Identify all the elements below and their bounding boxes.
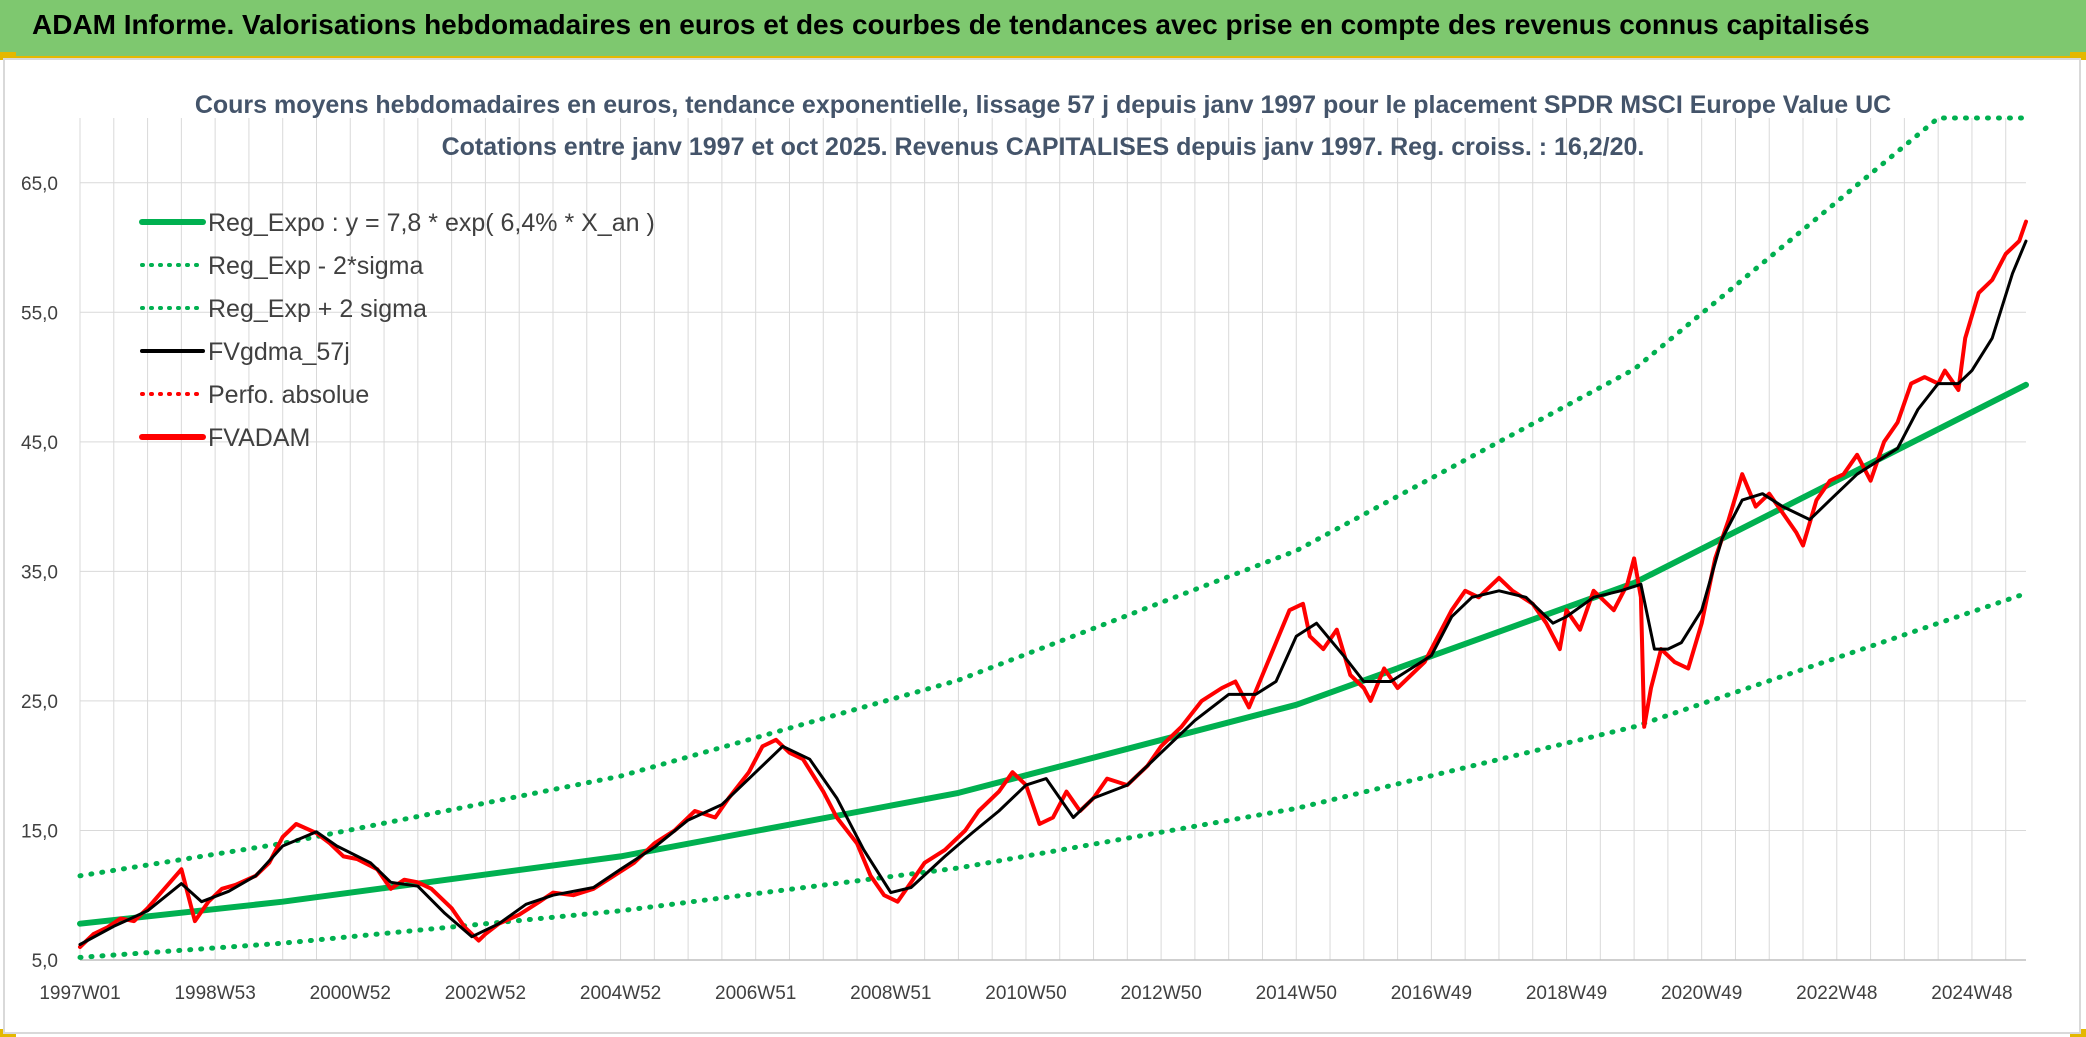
y-tick-label: 35,0: [21, 562, 58, 583]
y-axis: 5,0 15,0 25,0 35,0 45,0 55,0 65,0: [21, 174, 58, 972]
x-tick-label: 2004W52: [580, 983, 661, 1004]
y-tick-label: 25,0: [21, 692, 58, 713]
series-line-3: [78, 239, 2028, 946]
y-tick-label: 65,0: [21, 174, 58, 195]
corner-marker-left: [0, 52, 16, 60]
x-tick-label: 2014W50: [1256, 983, 1337, 1004]
x-tick-label: 2024W48: [1931, 983, 2012, 1004]
report-title: ADAM Informe. Valorisations hebdomadaire…: [32, 9, 1870, 40]
x-tick-label: 1998W53: [174, 983, 255, 1004]
x-tick-label: 2018W49: [1526, 983, 1607, 1004]
series-line-1: [77, 590, 2029, 960]
chart-frame: [3, 58, 2081, 1034]
y-tick-label: 15,0: [21, 821, 58, 842]
legend: Reg_Expo : y = 7,8 * exp( 6,4% * X_an ) R…: [139, 209, 655, 452]
x-axis: 1997W01 1998W53 2000W52 2002W52 2004W52 2006W…: [39, 983, 2012, 1004]
x-tick-label: 2008W51: [850, 983, 931, 1004]
chart-subtitle: Cotations entre janv 1997 et oct 2025. R…: [442, 133, 1645, 161]
y-tick-label: 45,0: [21, 433, 58, 454]
legend-label: Reg_Expo : y = 7,8 * exp( 6,4% * X_an ): [208, 209, 655, 237]
x-tick-label: 2012W50: [1120, 983, 1201, 1004]
x-tick-label: 2022W48: [1796, 983, 1877, 1004]
corner-marker-right: [2070, 52, 2086, 60]
chart-title: Cours moyens hebdomadaires en euros, ten…: [195, 91, 1891, 119]
y-tick-label: 5,0: [32, 951, 58, 972]
legend-label: FVgdma_57j: [208, 338, 350, 366]
series-line-0: [77, 381, 2029, 927]
legend-label: Reg_Exp + 2 sigma: [208, 295, 427, 323]
x-tick-label: 2002W52: [445, 983, 526, 1004]
x-tick-label: 2016W49: [1391, 983, 1472, 1004]
x-tick-label: 2000W52: [310, 983, 391, 1004]
chart-series: [77, 115, 2029, 960]
chart-grid: [79, 118, 2026, 961]
legend-label: Reg_Exp - 2*sigma: [208, 252, 423, 280]
legend-label: FVADAM: [208, 424, 310, 452]
x-tick-label: 1997W01: [39, 983, 120, 1004]
series-line-5: [78, 219, 2028, 949]
x-tick-label: 2010W50: [985, 983, 1066, 1004]
y-tick-label: 55,0: [21, 303, 58, 324]
x-tick-label: 2006W51: [715, 983, 796, 1004]
legend-label: Perfo. absolue: [208, 381, 369, 409]
series-line-2: [77, 115, 2029, 879]
report-header: ADAM Informe. Valorisations hebdomadaire…: [0, 0, 2086, 58]
x-tick-label: 2020W49: [1661, 983, 1742, 1004]
